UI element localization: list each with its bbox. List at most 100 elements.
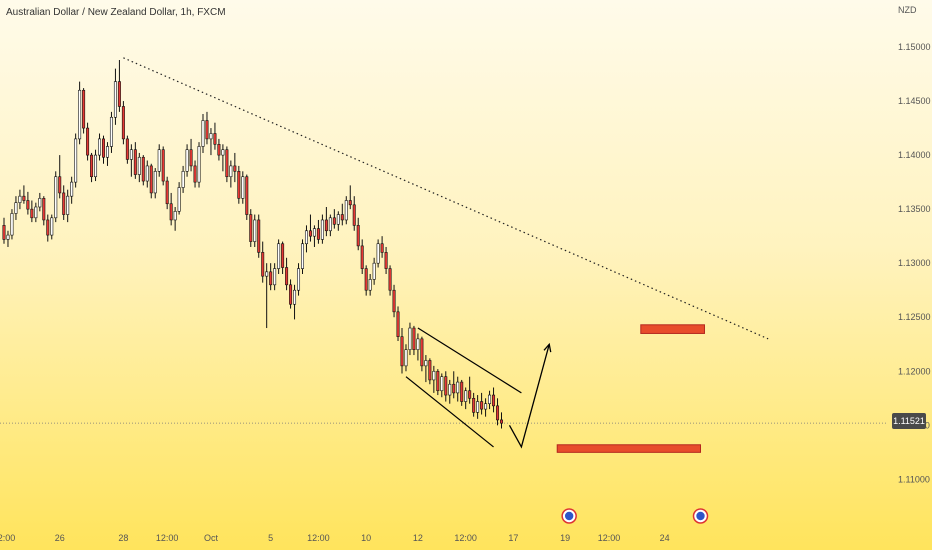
- candle-body: [277, 243, 281, 269]
- candle-body: [86, 127, 90, 156]
- candle: [78, 81, 82, 145]
- candle: [332, 209, 336, 229]
- candle: [436, 369, 440, 396]
- candle-body: [165, 180, 169, 205]
- candle: [113, 68, 117, 125]
- x-tick-label: 19: [560, 533, 570, 543]
- candle-body: [233, 165, 237, 172]
- candle: [213, 122, 217, 150]
- candle-body: [153, 171, 157, 194]
- candle-body: [484, 403, 488, 410]
- candle: [273, 263, 277, 291]
- candle-body: [440, 376, 444, 392]
- axes: NZD 1.15000 1.14500 1.14000 1.13500 1.13000 1…: [0, 5, 931, 543]
- candle: [98, 133, 102, 161]
- candle-body: [105, 146, 109, 158]
- candle-body: [344, 200, 348, 221]
- candle-body: [340, 214, 344, 221]
- candle: [10, 209, 14, 240]
- candle-body: [74, 138, 78, 183]
- candle-body: [157, 149, 161, 172]
- candle: [46, 214, 50, 242]
- candle-body: [304, 230, 308, 245]
- event-flag-icon[interactable]: [692, 508, 709, 524]
- candle-body: [416, 338, 420, 350]
- candle-body: [245, 176, 249, 215]
- candle-body: [137, 156, 141, 175]
- candle-body: [217, 143, 221, 156]
- candle: [476, 395, 480, 419]
- channel-lower-line: [405, 376, 494, 448]
- channel-upper-line: [417, 327, 522, 394]
- candle-body: [444, 376, 448, 396]
- candle: [376, 239, 380, 268]
- candle-body: [185, 149, 189, 172]
- candle-body: [6, 234, 10, 240]
- candle-body: [380, 243, 384, 253]
- candle-body: [177, 187, 181, 212]
- candle-body: [336, 214, 340, 225]
- candle-body: [181, 171, 185, 188]
- event-icons[interactable]: [561, 508, 709, 524]
- candle: [444, 371, 448, 402]
- candle: [201, 114, 205, 153]
- candle-body: [428, 360, 432, 381]
- candle: [432, 365, 436, 393]
- candle: [492, 387, 496, 413]
- candle-body: [62, 192, 66, 215]
- candle-body: [169, 203, 173, 221]
- candle: [316, 219, 320, 244]
- candle: [380, 236, 384, 258]
- candle-body: [396, 311, 400, 337]
- candle: [460, 379, 464, 406]
- candle-body: [54, 176, 58, 219]
- candle: [237, 165, 241, 204]
- candle-body: [420, 338, 424, 367]
- candle: [34, 202, 38, 223]
- candle: [225, 146, 229, 183]
- candle: [324, 206, 328, 237]
- candle: [328, 214, 332, 237]
- candle: [66, 189, 70, 223]
- candle-body: [464, 390, 468, 402]
- candle: [26, 191, 30, 215]
- candle-body: [269, 271, 273, 286]
- candle-body: [213, 133, 217, 145]
- x-tick-label: 12:00: [598, 533, 621, 543]
- candle: [336, 211, 340, 231]
- chart-title: Australian Dollar / New Zealand Dollar, …: [6, 7, 226, 18]
- candle: [42, 196, 46, 226]
- y-tick-label: 1.14000: [898, 150, 931, 160]
- candle-body: [460, 381, 464, 402]
- candle-body: [273, 268, 277, 286]
- candle: [109, 111, 113, 153]
- candle-body: [10, 213, 14, 236]
- candle-body: [2, 225, 6, 240]
- y-tick-label: 1.13000: [898, 258, 931, 268]
- candle: [488, 390, 492, 410]
- candle: [2, 217, 6, 244]
- candle-body: [376, 243, 380, 264]
- candle-body: [22, 195, 26, 201]
- candle-body: [249, 214, 253, 242]
- candle: [121, 101, 125, 145]
- candle-body: [66, 195, 70, 215]
- candle-body: [90, 154, 94, 178]
- price-zone: [640, 324, 705, 334]
- candle-body: [102, 138, 106, 158]
- candle-body: [42, 198, 46, 221]
- candle: [181, 165, 185, 193]
- candle: [464, 387, 468, 410]
- candle: [281, 241, 285, 274]
- candle: [86, 122, 90, 161]
- candle: [297, 263, 301, 296]
- candle: [480, 392, 484, 415]
- candle: [189, 138, 193, 172]
- x-tick-label: 28: [118, 533, 128, 543]
- candle: [117, 59, 121, 112]
- candle-body: [201, 120, 205, 147]
- event-flag-icon[interactable]: [561, 508, 577, 524]
- candle: [161, 146, 165, 186]
- currency-label: NZD: [898, 5, 917, 15]
